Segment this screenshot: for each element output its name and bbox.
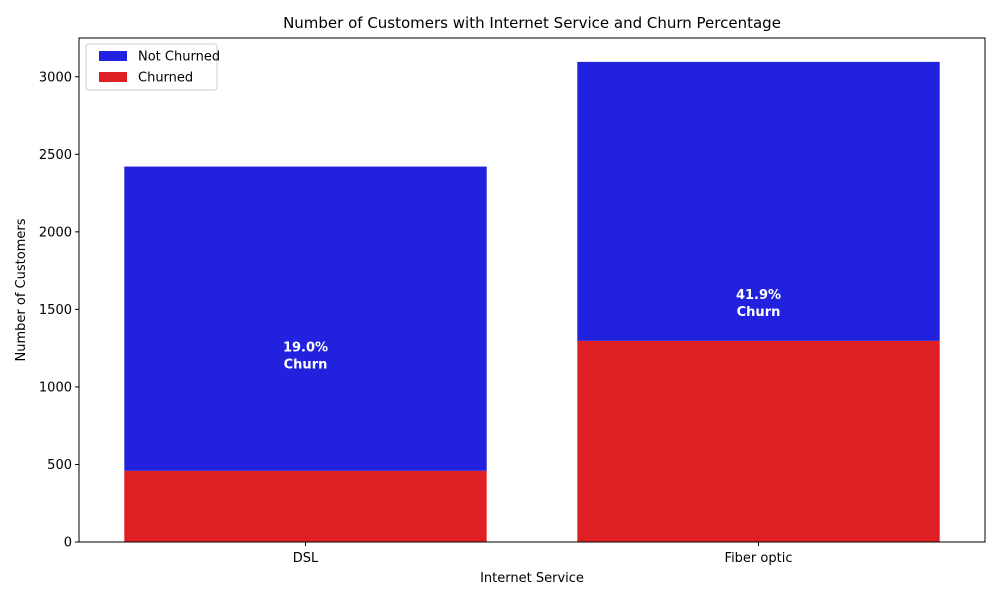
y-tick-label-5: 2500 bbox=[39, 148, 72, 163]
legend: Not Churned Churned bbox=[85, 43, 220, 91]
y-axis: 0 500 1000 1500 2000 2500 3000 bbox=[39, 70, 79, 551]
y-tick-label-4: 2000 bbox=[39, 225, 72, 240]
x-tick-label-0: DSL bbox=[293, 551, 319, 566]
annotations-group: 19.0% Churn 41.9% Churn bbox=[283, 288, 781, 372]
y-tick-label-0: 0 bbox=[64, 536, 72, 551]
bar-not-churned-1 bbox=[577, 61, 940, 341]
y-tick-label-1: 500 bbox=[47, 458, 72, 473]
legend-swatch-not-churned bbox=[99, 51, 127, 61]
legend-swatch-churned bbox=[99, 72, 127, 82]
plot-frame bbox=[78, 37, 986, 543]
churn-percent-label-1: 41.9% bbox=[736, 288, 781, 303]
y-tick-label-6: 3000 bbox=[39, 70, 72, 85]
bar-not-churned-0 bbox=[124, 166, 487, 471]
y-tick-label-3: 1500 bbox=[39, 303, 72, 318]
churn-word-label-1: Churn bbox=[737, 305, 781, 320]
legend-label-churned: Churned bbox=[138, 71, 193, 86]
churn-percent-label-0: 19.0% bbox=[283, 340, 328, 355]
y-axis-label: Number of Customers bbox=[14, 218, 29, 361]
churn-word-label-0: Churn bbox=[284, 357, 328, 372]
bar-churned-0 bbox=[124, 470, 487, 542]
bars-group bbox=[124, 61, 940, 542]
bar-churned-1 bbox=[577, 340, 940, 542]
x-tick-label-1: Fiber optic bbox=[725, 551, 793, 566]
chart-title: Number of Customers with Internet Servic… bbox=[283, 14, 781, 32]
x-axis: DSL Fiber optic bbox=[293, 542, 793, 566]
x-axis-label: Internet Service bbox=[480, 571, 584, 586]
legend-label-not-churned: Not Churned bbox=[138, 50, 220, 65]
y-tick-label-2: 1000 bbox=[39, 380, 72, 395]
